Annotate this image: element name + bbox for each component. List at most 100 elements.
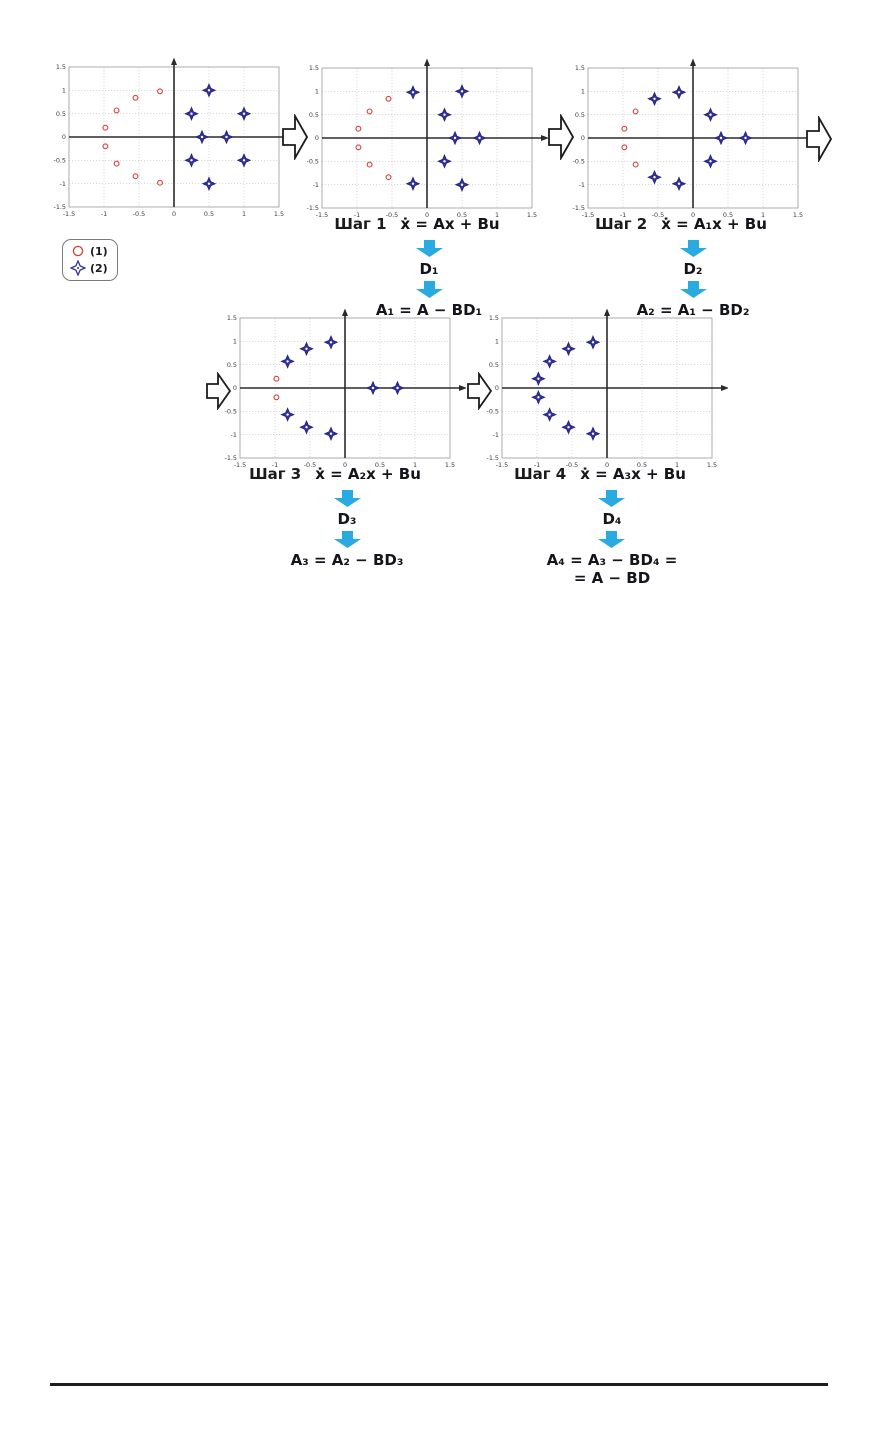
pole-map-initial: -1.5 -1 -0.5 0 0.5 1 1.5 -1.5 -1 -0.5 0 0.5 1 1.5 <box>43 57 296 229</box>
svg-text:1: 1 <box>413 461 417 469</box>
svg-text:-1.5: -1.5 <box>234 461 246 469</box>
desired-pole-marker <box>102 143 109 150</box>
step-title: Шаг 2 <box>595 215 648 233</box>
svg-text:-1.5: -1.5 <box>487 454 499 462</box>
svg-text:0: 0 <box>315 134 319 142</box>
svg-text:-0.5: -0.5 <box>386 211 398 219</box>
flow-arrow-right-icon <box>206 372 231 410</box>
desired-pole-marker <box>273 394 280 401</box>
desired-pole-marker <box>113 107 120 114</box>
svg-text:0.5: 0.5 <box>457 211 467 219</box>
desired-pole-marker <box>157 179 163 186</box>
step-block-3: Шаг 3 ẋ = A₂x + Bu D₃ A₃ = A₂ − BD₃ <box>238 464 456 569</box>
svg-text:1.5: 1.5 <box>575 64 585 72</box>
svg-text:0: 0 <box>691 211 695 219</box>
svg-text:-1: -1 <box>579 181 585 189</box>
svg-text:1: 1 <box>761 211 765 219</box>
svg-text:-1.5: -1.5 <box>496 461 508 469</box>
svg-text:-1: -1 <box>493 431 499 439</box>
svg-text:-1: -1 <box>101 210 107 218</box>
legend-label: (1) <box>90 244 108 258</box>
blue-star-marker-icon <box>70 260 86 276</box>
desired-pole-marker <box>621 125 628 132</box>
svg-text:1: 1 <box>675 461 679 469</box>
svg-text:1: 1 <box>581 88 585 96</box>
state-equation: ẋ = A₃x + Bu <box>580 465 686 483</box>
feedback-matrix-label: D₄ <box>602 510 622 528</box>
svg-text:0: 0 <box>495 384 499 392</box>
svg-text:0: 0 <box>172 210 176 218</box>
scatter-plot: -1.5 -1 -0.5 0 0.5 1 1.5 -1.5 -1 -0.5 0 0.5 1 1.5 <box>54 57 296 218</box>
scatter-plot: -1.5 -1 -0.5 0 0.5 1 1.5 -1.5 -1 -0.5 0 0.5 1 1.5 <box>307 58 549 219</box>
desired-pole-marker <box>632 161 639 168</box>
step-block-2: Шаг 2 ẋ = A₁x + Bu D₂ A₂ = A₁ − BD₂ <box>586 214 800 319</box>
closed-loop-formula: A₂ = A₁ − BD₂ <box>636 301 750 319</box>
svg-text:0.5: 0.5 <box>309 111 319 119</box>
state-equation: ẋ = A₂x + Bu <box>315 465 421 483</box>
svg-text:0: 0 <box>233 384 237 392</box>
svg-text:0.5: 0.5 <box>204 210 214 218</box>
svg-text:1.5: 1.5 <box>793 211 803 219</box>
state-equation: ẋ = A₁x + Bu <box>661 215 767 233</box>
flow-arrow-right-icon <box>467 372 492 410</box>
closed-loop-formula: A₃ = A₂ − BD₃ <box>290 551 404 569</box>
svg-text:-1.5: -1.5 <box>316 211 328 219</box>
svg-text:-0.5: -0.5 <box>566 461 578 469</box>
flow-arrow-right-icon <box>548 114 574 160</box>
legend-item-desired-poles: (1) <box>70 243 108 259</box>
svg-text:0: 0 <box>62 133 66 141</box>
legend: (1) (2) <box>62 239 118 281</box>
down-arrow-icon <box>679 281 707 298</box>
svg-text:1: 1 <box>233 338 237 346</box>
svg-text:1.5: 1.5 <box>527 211 537 219</box>
svg-text:0: 0 <box>605 461 609 469</box>
flow-arrow-right-icon <box>282 114 308 160</box>
flow-arrow-right-icon <box>806 116 832 162</box>
svg-text:-1: -1 <box>231 431 237 439</box>
legend-item-system-poles: (2) <box>70 260 108 276</box>
desired-pole-marker <box>132 94 139 101</box>
desired-pole-marker <box>366 108 373 115</box>
down-arrow-icon <box>333 490 361 507</box>
state-equation: ẋ = Ax + Bu <box>400 215 500 233</box>
svg-text:1.5: 1.5 <box>445 461 455 469</box>
closed-loop-formula: A₁ = A − BD₁ <box>375 301 483 319</box>
svg-text:0.5: 0.5 <box>227 361 237 369</box>
pole-map-step-4: -1.5 -1 -0.5 0 0.5 1 1.5 -1.5 -1 -0.5 0 0.5 1 1.5 <box>476 308 729 480</box>
feedback-matrix-label: D₁ <box>419 260 439 278</box>
svg-text:0: 0 <box>343 461 347 469</box>
down-arrow-icon <box>333 531 361 548</box>
down-arrow-icon <box>679 240 707 257</box>
svg-text:0.5: 0.5 <box>637 461 647 469</box>
pole-map-step-2: -1.5 -1 -0.5 0 0.5 1 1.5 -1.5 -1 -0.5 0 0.5 1 1.5 <box>562 58 815 230</box>
down-arrow-icon <box>598 531 626 548</box>
step-block-1: Шаг 1 ẋ = Ax + Bu D₁ A₁ = A − BD₁ <box>320 214 538 319</box>
svg-text:-1.5: -1.5 <box>54 203 66 211</box>
desired-pole-marker <box>385 174 392 181</box>
scatter-plot: -1.5 -1 -0.5 0 0.5 1 1.5 -1.5 -1 -0.5 0 0.5 1 1.5 <box>487 308 729 469</box>
svg-text:-1: -1 <box>534 461 540 469</box>
svg-text:-1.5: -1.5 <box>225 454 237 462</box>
bottom-divider-rule <box>50 1383 828 1386</box>
down-arrow-icon <box>598 490 626 507</box>
desired-pole-marker <box>355 144 362 151</box>
step-title: Шаг 3 <box>249 465 302 483</box>
svg-text:-1: -1 <box>60 180 66 188</box>
svg-text:-0.5: -0.5 <box>133 210 145 218</box>
svg-text:1: 1 <box>62 87 66 95</box>
svg-text:0: 0 <box>425 211 429 219</box>
down-arrow-icon <box>415 281 443 298</box>
svg-text:0.5: 0.5 <box>723 211 733 219</box>
svg-text:1.5: 1.5 <box>489 314 499 322</box>
svg-text:-0.5: -0.5 <box>652 211 664 219</box>
desired-pole-marker <box>385 95 392 102</box>
closed-loop-formula: A₄ = A₃ − BD₄ = <box>546 551 678 569</box>
legend-label: (2) <box>90 261 108 275</box>
closed-loop-formula-line2: = A − BD <box>573 569 651 587</box>
pole-map-step-1: -1.5 -1 -0.5 0 0.5 1 1.5 -1.5 -1 -0.5 0 0.5 1 1.5 <box>296 58 549 230</box>
step-title: Шаг 4 <box>514 465 567 483</box>
desired-pole-marker <box>632 108 639 115</box>
red-circle-marker-icon <box>72 245 84 257</box>
svg-text:-0.5: -0.5 <box>487 408 499 416</box>
